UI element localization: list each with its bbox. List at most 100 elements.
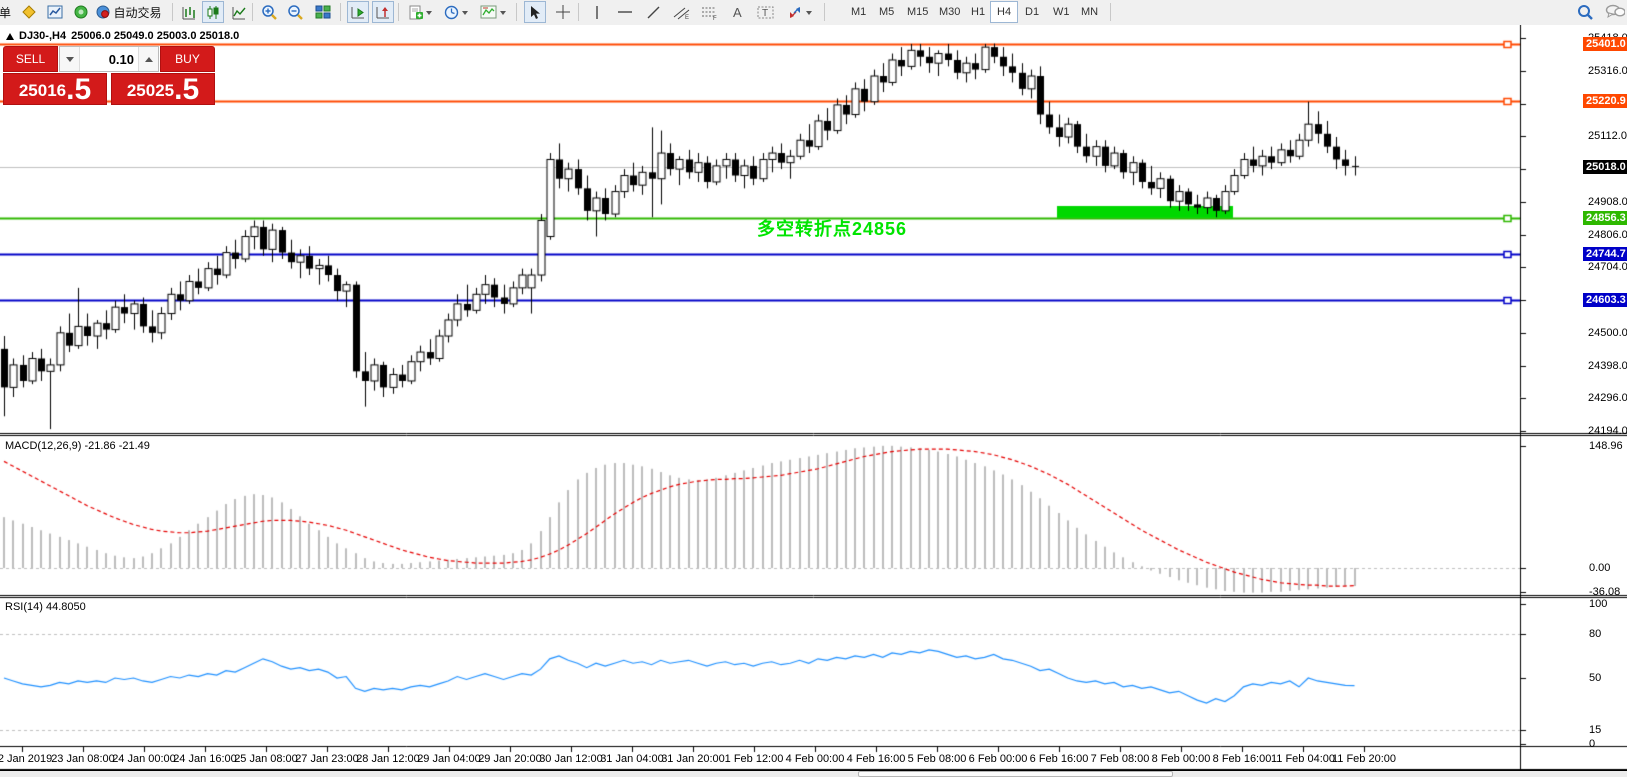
horizontal-scrollbar[interactable]: [0, 771, 1627, 777]
buy-label: BUY: [175, 52, 200, 66]
fibonacci-icon: F: [701, 5, 718, 20]
volume-decrease-button[interactable]: [60, 47, 80, 71]
signals-button[interactable]: [70, 1, 92, 23]
time-tick: 1 Feb 12:00: [724, 753, 784, 765]
price-tick: 25112.0: [1588, 130, 1627, 143]
price-tick: 24194.0: [1588, 425, 1627, 438]
rsi-tick: 0: [1589, 738, 1596, 750]
line-chart-icon: [231, 5, 247, 20]
time-tick: 6 Feb 16:00: [1029, 753, 1089, 765]
timeframe-button-m15[interactable]: M15: [907, 6, 929, 18]
autotrading-label: 自动交易: [113, 5, 162, 20]
auto-scroll-button[interactable]: [347, 1, 369, 23]
trendline-tool[interactable]: [642, 1, 664, 23]
chat-button[interactable]: [1604, 1, 1626, 23]
time-tick: 11 Feb 04:00: [1270, 753, 1336, 765]
chart-ohlc-label: 25006.0 25049.0 25003.0 25018.0: [71, 30, 240, 42]
price-tick: 25316.0: [1588, 64, 1627, 77]
chart-profile-icon: [47, 5, 63, 19]
tile-windows-icon: [315, 5, 331, 19]
chart-title: DJ30-,H4 25006.0 25049.0 25003.0 25018.0: [6, 30, 239, 42]
svg-text:E: E: [685, 15, 689, 20]
arrows-icon: [787, 5, 803, 20]
price-badge-support: 24744.7: [1583, 247, 1627, 262]
svg-text:A: A: [733, 5, 742, 20]
timeframe-button-mn[interactable]: MN: [1081, 6, 1099, 18]
timeframe-button-d1[interactable]: D1: [1025, 6, 1040, 18]
collapse-triangle-icon[interactable]: [6, 32, 14, 40]
chevron-down-icon: [462, 10, 468, 18]
price-badge-pivot: 24856.3: [1583, 211, 1627, 226]
svg-text:T: T: [762, 8, 768, 19]
buy-button[interactable]: BUY: [160, 46, 215, 72]
time-tick: 25 Jan 08:00: [234, 753, 298, 765]
profiles-button[interactable]: [44, 1, 66, 23]
chart-shift-button[interactable]: [372, 1, 394, 23]
candlestick-icon: [205, 5, 221, 20]
autotrading-button[interactable]: 自动交易: [92, 1, 166, 23]
candlestick-mode-button[interactable]: [202, 1, 224, 23]
macd-tick: -36.08: [1589, 586, 1621, 598]
caret-down-icon: [65, 56, 74, 66]
search-button[interactable]: [1574, 1, 1596, 23]
autotrading-icon: [96, 5, 110, 19]
volume-value[interactable]: 0.10: [108, 51, 134, 67]
crosshair-button[interactable]: [552, 1, 574, 23]
sell-price-button[interactable]: 25016 .5: [3, 73, 107, 105]
vertical-line-tool[interactable]: [586, 1, 608, 23]
price-badge-resistance: 25220.9: [1583, 94, 1627, 109]
timeframe-button-m30[interactable]: M30: [939, 6, 961, 18]
time-tick: 22 Jan 2019: [0, 753, 53, 765]
vertical-line-icon: [591, 5, 603, 20]
channel-tool[interactable]: E: [670, 1, 692, 23]
time-tick: 31 Jan 20:00: [661, 753, 725, 765]
macd-tick: 148.96: [1589, 439, 1623, 452]
gold-tag-icon: [22, 5, 36, 19]
text-label-tool[interactable]: T: [754, 1, 776, 23]
text-label-icon: T: [757, 5, 774, 20]
text-tool[interactable]: A: [726, 1, 748, 23]
new-order-button[interactable]: 单: [0, 1, 16, 23]
auto-scroll-icon: [350, 5, 366, 20]
price-tick: 24908.0: [1588, 195, 1627, 208]
toolbar-separator: [516, 3, 517, 21]
periods-button[interactable]: [440, 1, 472, 23]
line-chart-mode-button[interactable]: [228, 1, 250, 23]
time-tick: 6 Feb 00:00: [968, 753, 1028, 765]
time-tick: 7 Feb 08:00: [1090, 753, 1150, 765]
buy-price-button[interactable]: 25025 .5: [111, 73, 215, 105]
scrollbar-thumb[interactable]: [858, 771, 1173, 777]
bar-chart-mode-button[interactable]: [178, 1, 200, 23]
zoom-in-button[interactable]: [258, 1, 280, 23]
volume-increase-button[interactable]: [138, 47, 158, 71]
cursor-arrow-icon: [528, 5, 542, 20]
chart-canvas[interactable]: [0, 25, 1627, 771]
one-click-trading-panel: SELL 0.10 BUY 25016 .5 25025 .5: [3, 46, 215, 105]
timeframe-button-h4[interactable]: H4: [990, 1, 1019, 23]
arrows-tool[interactable]: [782, 1, 816, 23]
toolbar-separator: [578, 3, 579, 21]
sell-button[interactable]: SELL: [3, 46, 58, 72]
indicators-button[interactable]: [404, 1, 436, 23]
fibonacci-tool[interactable]: F: [698, 1, 720, 23]
templates-button[interactable]: [476, 1, 510, 23]
tile-windows-button[interactable]: [312, 1, 334, 23]
time-tick: 11 Feb 20:00: [1331, 753, 1397, 765]
svg-text:F: F: [713, 16, 717, 20]
accounts-button[interactable]: [18, 1, 40, 23]
zoom-out-button[interactable]: [284, 1, 306, 23]
sell-label: SELL: [15, 52, 46, 66]
timeframe-button-h1[interactable]: H1: [971, 6, 986, 18]
price-badge-support: 24603.3: [1583, 292, 1627, 307]
buy-price-main: 25025: [126, 81, 175, 100]
crosshair-icon: [555, 4, 571, 20]
horizontal-line-tool[interactable]: [614, 1, 636, 23]
cursor-button[interactable]: [524, 1, 546, 23]
new-order-label: 单: [0, 5, 11, 20]
timeframe-button-w1[interactable]: W1: [1053, 6, 1070, 18]
timeframe-button-m1[interactable]: M1: [851, 6, 867, 18]
rsi-tick: 50: [1589, 672, 1602, 684]
timeframe-button-m5[interactable]: M5: [879, 6, 895, 18]
toolbar-separator: [252, 3, 253, 21]
